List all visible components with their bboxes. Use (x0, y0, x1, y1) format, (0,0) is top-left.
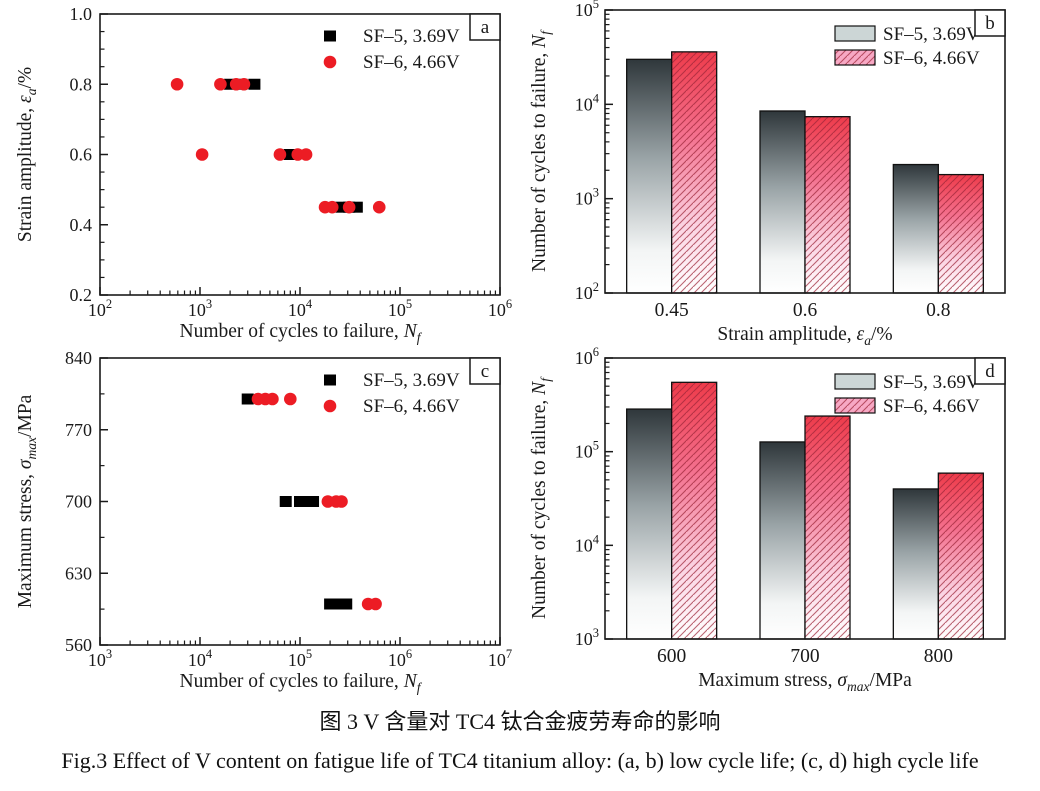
plot-frame (604, 9, 1006, 294)
svg-text:0.45: 0.45 (655, 300, 689, 321)
svg-text:0.6: 0.6 (793, 300, 818, 321)
bar-sf5-800 (892, 488, 939, 640)
svg-text:0.4: 0.4 (70, 215, 93, 235)
svg-text:103: 103 (88, 647, 112, 670)
legend-b: SF–5, 3.69V SF–6, 4.66V (834, 24, 980, 69)
x-axis-title-c: Number of cycles to failure, Nf (180, 671, 423, 695)
series-c-sf5 (241, 393, 353, 610)
legend-d: SF–5, 3.69V SF–6, 4.66V (834, 372, 980, 417)
axes-c: 103 104 105 106 107 560 630 700 770 840 (65, 348, 512, 670)
legend-label: SF–6, 4.66V (363, 396, 460, 417)
legend-label: SF–6, 4.66V (883, 48, 980, 69)
svg-text:105: 105 (575, 0, 599, 20)
panel-c: 103 104 105 106 107 560 630 700 770 840 Number of … (15, 348, 512, 695)
plot-frame (99, 13, 501, 296)
y-axis-title-c: Maximum stress, σmax/MPa (15, 394, 39, 608)
svg-text:0.2: 0.2 (70, 285, 93, 305)
series-c-sf6 (251, 392, 382, 611)
svg-text:103: 103 (188, 297, 212, 320)
svg-text:560: 560 (65, 635, 92, 655)
bar-sf5-600 (626, 408, 673, 640)
y-axis-title-b: Number of cycles to failure, Nf (529, 29, 553, 272)
axes-d: 103 104 105 106 600 700 800 (575, 345, 953, 667)
panel-label-c: c (469, 357, 501, 385)
panel-b: 102 103 104 105 0.45 0.6 0.8 Strain amplitude, … (529, 0, 1006, 348)
svg-text:d: d (985, 361, 995, 382)
svg-text:1.0: 1.0 (70, 4, 93, 24)
legend-label: SF–5, 3.69V (363, 370, 460, 391)
bars-b (626, 51, 984, 294)
panel-label-a: a (469, 13, 501, 41)
svg-text:0.8: 0.8 (926, 300, 950, 321)
bars-d (626, 381, 984, 640)
panel-a: 102 103 104 105 106 0.2 0.4 0.6 0.8 1.0 Number of … (15, 4, 512, 345)
svg-text:106: 106 (575, 345, 599, 368)
svg-text:104: 104 (575, 532, 600, 555)
svg-text:c: c (481, 361, 489, 382)
legend-label: SF–5, 3.69V (883, 372, 980, 393)
bar-sf5-0.6 (759, 110, 806, 294)
svg-text:104: 104 (288, 297, 313, 320)
svg-text:106: 106 (388, 647, 412, 670)
svg-text:106: 106 (488, 297, 512, 320)
svg-text:700: 700 (65, 492, 92, 512)
caption-chinese: 图 3 V 含量对 TC4 钛合金疲劳寿命的影响 (319, 709, 721, 734)
figure-charts: 102 103 104 105 106 0.2 0.4 0.6 0.8 1.0 Number of … (15, 0, 1006, 695)
svg-text:104: 104 (575, 91, 600, 114)
svg-text:102: 102 (88, 297, 112, 320)
series-a-sf6 (170, 77, 386, 214)
x-axis-title-a: Number of cycles to failure, Nf (180, 321, 423, 345)
y-axis-title-d: Number of cycles to failure, Nf (529, 376, 553, 619)
legend-label: SF–6, 4.66V (363, 52, 460, 73)
panel-label-d: d (974, 357, 1006, 385)
svg-text:103: 103 (575, 626, 599, 649)
bar-sf5-0.8 (892, 163, 939, 294)
series-a-sf5 (224, 78, 363, 213)
svg-text:600: 600 (657, 646, 686, 667)
x-axis-title-d: Maximum stress, σmax/MPa (698, 670, 912, 694)
bar-sf5-0.45 (626, 58, 673, 294)
plot-frame (99, 357, 501, 646)
svg-text:107: 107 (488, 647, 512, 670)
legend-label: SF–5, 3.69V (883, 24, 980, 45)
svg-text:0.8: 0.8 (70, 74, 93, 94)
panel-d: 103 104 105 106 600 700 800 Maximum stress, σma… (529, 345, 1006, 694)
svg-text:630: 630 (65, 563, 92, 583)
svg-text:770: 770 (65, 420, 92, 440)
legend-label: SF–6, 4.66V (883, 396, 980, 417)
svg-text:700: 700 (790, 646, 819, 667)
svg-text:800: 800 (924, 646, 953, 667)
svg-text:102: 102 (575, 280, 599, 303)
x-axis-title-b: Strain amplitude, εa/% (717, 324, 892, 348)
panel-label-b: b (974, 9, 1006, 37)
svg-text:0.6: 0.6 (70, 145, 93, 165)
svg-text:104: 104 (188, 647, 213, 670)
plot-frame (604, 357, 1006, 640)
axes-a: 102 103 104 105 106 0.2 0.4 0.6 0.8 1.0 (70, 4, 513, 320)
svg-text:105: 105 (575, 439, 599, 462)
svg-text:a: a (481, 17, 490, 38)
caption-english: Fig.3 Effect of V content on fatigue lif… (61, 748, 979, 773)
legend-c: SF–5, 3.69V SF–6, 4.66V (323, 370, 460, 417)
y-axis-title-a: Strain amplitude, εa/% (15, 67, 39, 242)
legend-label: SF–5, 3.69V (363, 26, 460, 47)
svg-text:105: 105 (288, 647, 312, 670)
bar-sf5-700 (759, 441, 806, 640)
svg-text:b: b (985, 13, 995, 34)
svg-text:840: 840 (65, 348, 92, 368)
svg-text:105: 105 (388, 297, 412, 320)
legend-a: SF–5, 3.69V SF–6, 4.66V (323, 26, 460, 73)
svg-text:103: 103 (575, 186, 599, 209)
